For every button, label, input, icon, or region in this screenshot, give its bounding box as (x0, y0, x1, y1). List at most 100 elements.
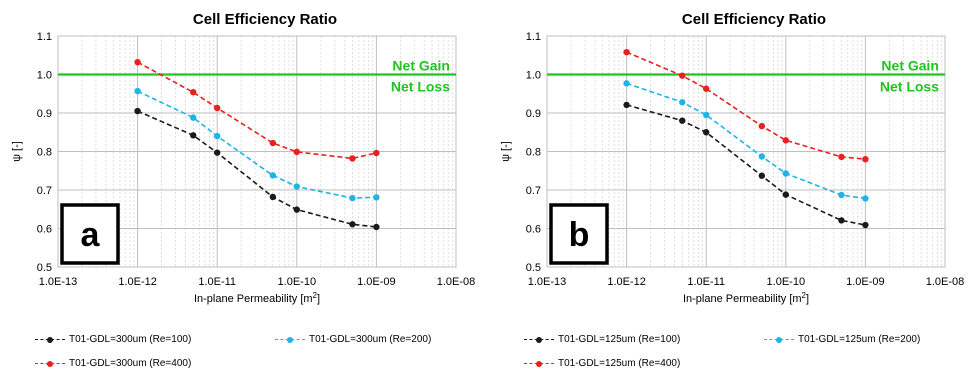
legend-label: T01-GDL=300um (Re=200) (309, 334, 432, 345)
data-point (214, 132, 221, 140)
data-point (373, 194, 380, 201)
data-point (373, 149, 380, 157)
panel-label-box (60, 203, 120, 265)
legend-swatch (275, 336, 305, 344)
x-tick-label: 1.0E-12 (118, 276, 157, 288)
data-point (269, 193, 277, 201)
data-point (758, 172, 766, 179)
data-point (703, 129, 710, 136)
legend-swatch (524, 336, 554, 344)
x-tick-label: 1.0E-09 (357, 276, 396, 288)
data-point (214, 149, 221, 156)
legend-swatch (35, 360, 65, 368)
x-tick-label: 1.0E-08 (926, 276, 965, 288)
data-point (623, 80, 630, 87)
y-tick-label: 0.9 (526, 108, 541, 120)
data-point (679, 72, 686, 79)
legend-swatch (764, 336, 794, 344)
data-point (190, 89, 197, 96)
legend-entry: T01-GDL=300um (Re=400) (35, 358, 191, 369)
data-point (349, 155, 356, 162)
data-point (190, 114, 197, 121)
data-point (838, 191, 845, 199)
legend-entry: T01-GDL=300um (Re=100) (35, 334, 191, 345)
y-tick-label: 0.7 (526, 185, 541, 197)
data-point (134, 107, 141, 115)
legend-entry: T01-GDL=125um (Re=200) (764, 334, 920, 345)
chart-panel-b: 0.5 0.6 0.7 0.8 0.9 1.0 1.1 1.0E-13 1.0E-12 1.0E-… (489, 0, 978, 378)
legend-label: T01-GDL=300um (Re=400) (69, 358, 192, 369)
legend-label: T01-GDL=125um (Re=400) (558, 358, 681, 369)
panel-label: a (81, 216, 101, 254)
data-point (862, 156, 869, 163)
data-point (293, 206, 300, 213)
net-gain-label: Net Gain (392, 58, 450, 74)
chart-panel-a: 0.5 0.6 0.7 0.8 0.9 1.0 1.1 1.0E-13 1.0E-12 1.0E-… (11, 11, 476, 378)
x-axis-label: In-plane Permeability [m2] (194, 291, 320, 306)
x-axis-label: In-plane Permeability [m2] (683, 291, 809, 306)
x-tick-label: 1.0E-12 (607, 276, 646, 288)
y-axis-label: ψ [-] (11, 141, 23, 162)
data-point (214, 104, 221, 112)
data-point (293, 183, 300, 190)
x-tick-label: 1.0E-11 (687, 276, 725, 288)
legend-swatch (524, 360, 554, 368)
legend-label: T01-GDL=125um (Re=100) (558, 334, 681, 345)
legend-entry: T01-GDL=300um (Re=200) (275, 334, 431, 345)
data-point (703, 85, 710, 92)
y-tick-label: 1.0 (526, 70, 541, 82)
panel-label: b (569, 216, 590, 254)
y-tick-label: 0.8 (37, 147, 52, 159)
data-point (838, 217, 845, 224)
data-point (679, 117, 686, 124)
data-point (703, 111, 710, 119)
data-point (190, 132, 197, 139)
net-gain-label: Net Gain (881, 58, 939, 74)
y-tick-label: 1.0 (37, 70, 52, 82)
data-point (349, 194, 356, 202)
data-point (269, 139, 277, 147)
x-tick-label: 1.0E-13 (39, 276, 78, 288)
x-tick-label: 1.0E-09 (846, 276, 885, 288)
y-tick-label: 0.8 (526, 147, 541, 159)
y-tick-label: 0.5 (37, 262, 52, 274)
data-point (134, 58, 141, 66)
x-tick-label: 1.0E-11 (198, 276, 236, 288)
data-point (623, 48, 630, 56)
chart-title: Cell Efficiency Ratio (193, 11, 337, 28)
x-tick-label: 1.0E-08 (437, 276, 476, 288)
data-point (862, 221, 869, 229)
data-point (373, 223, 380, 231)
y-tick-label: 0.6 (37, 224, 52, 236)
chart-a-svg: 0.5 0.6 0.7 0.8 0.9 1.0 1.1 1.0E-13 1.0E-12 1.0E-… (11, 11, 476, 306)
chart-b-svg: 0.5 0.6 0.7 0.8 0.9 1.0 1.1 1.0E-13 1.0E-12 1.0E-… (500, 11, 965, 306)
data-point (349, 221, 356, 228)
legend-entry: T01-GDL=125um (Re=400) (524, 358, 680, 369)
legend-swatch (35, 336, 65, 344)
x-tick-label: 1.0E-10 (767, 276, 806, 288)
y-tick-label: 0.5 (526, 262, 541, 274)
y-tick-label: 1.1 (526, 31, 541, 43)
data-point (293, 148, 300, 156)
chart-b-legend: T01-GDL=125um (Re=100) T01-GDL=125um (Re=… (524, 334, 964, 378)
y-axis-label: ψ [-] (500, 141, 512, 162)
data-point (758, 153, 766, 160)
data-point (782, 170, 789, 177)
x-tick-label: 1.0E-10 (278, 276, 317, 288)
data-point (134, 87, 141, 95)
data-point (679, 99, 686, 106)
grid (547, 35, 945, 268)
legend-entry: T01-GDL=125um (Re=100) (524, 334, 680, 345)
legend-label: T01-GDL=125um (Re=200) (798, 334, 921, 345)
y-tick-label: 0.6 (526, 224, 541, 236)
chart-a-legend: T01-GDL=300um (Re=100) T01-GDL=300um (Re=… (35, 334, 475, 378)
data-point (623, 101, 630, 109)
data-point (758, 122, 766, 130)
y-tick-label: 0.9 (37, 108, 52, 120)
net-loss-label: Net Loss (880, 79, 939, 95)
y-tick-label: 1.1 (37, 31, 52, 43)
data-point (782, 137, 789, 144)
y-tick-label: 0.7 (37, 185, 52, 197)
data-point (782, 191, 789, 198)
net-loss-label: Net Loss (391, 79, 450, 95)
